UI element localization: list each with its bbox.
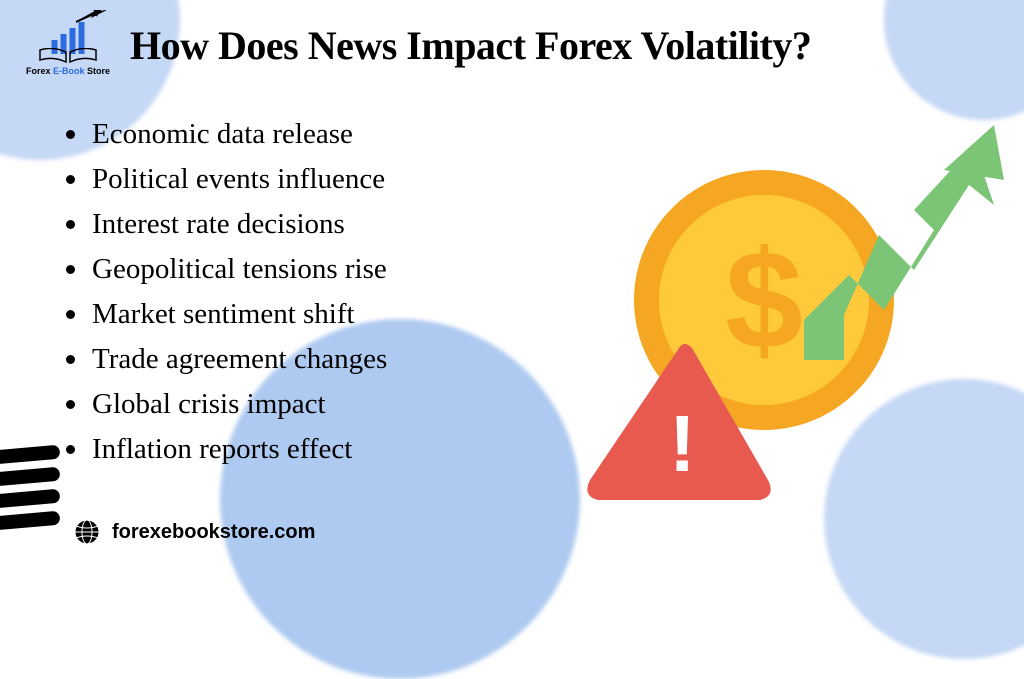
footer-url: forexebookstore.com bbox=[112, 521, 315, 544]
list-item: Global crisis impact bbox=[60, 382, 387, 427]
list-item: Interest rate decisions bbox=[60, 202, 387, 247]
list-item: Inflation reports effect bbox=[60, 427, 387, 472]
logo-text: Forex E-Book Store bbox=[20, 66, 116, 76]
logo-icon bbox=[20, 14, 116, 64]
logo-word-1: Forex bbox=[26, 66, 51, 76]
page-title: How Does News Impact Forex Volatility? bbox=[130, 22, 811, 69]
list-item: Geopolitical tensions rise bbox=[60, 247, 387, 292]
list-item: Economic data release bbox=[60, 112, 387, 157]
decorative-stripes bbox=[0, 449, 60, 549]
exclamation-icon: ! bbox=[669, 398, 696, 490]
volatility-illustration: $ ! bbox=[594, 140, 974, 520]
globe-icon bbox=[74, 519, 100, 545]
footer: forexebookstore.com bbox=[74, 519, 315, 545]
logo-word-3: Store bbox=[87, 66, 110, 76]
logo-word-2: E-Book bbox=[53, 66, 85, 76]
list-item: Political events influence bbox=[60, 157, 387, 202]
list-item: Market sentiment shift bbox=[60, 292, 387, 337]
logo-book-icon bbox=[38, 48, 98, 64]
bullet-list: Economic data release Political events i… bbox=[60, 112, 387, 472]
trend-up-arrow-icon bbox=[794, 110, 1014, 370]
brand-logo: Forex E-Book Store bbox=[20, 14, 116, 76]
list-item: Trade agreement changes bbox=[60, 337, 387, 382]
logo-arrow-icon bbox=[76, 10, 106, 24]
bg-blob bbox=[884, 0, 1024, 120]
